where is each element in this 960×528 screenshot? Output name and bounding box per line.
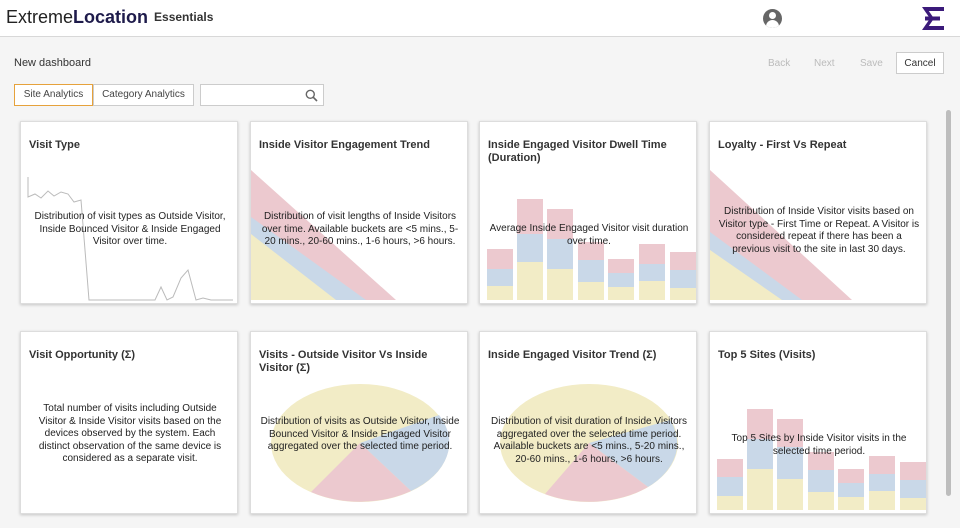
bar-1 bbox=[717, 459, 743, 510]
loyalty-chart-thumbnail bbox=[710, 170, 852, 300]
card-description: Distribution of visit types as Outside V… bbox=[34, 211, 226, 247]
card-title: Top 5 Sites (Visits) bbox=[718, 349, 816, 361]
card-inside-engaged-visitor-dwell-time[interactable]: Inside Engaged Visitor Dwell Time (Durat… bbox=[479, 121, 697, 304]
card-visit-opportunity[interactable]: Visit Opportunity (Σ) Total number of vi… bbox=[20, 331, 238, 514]
tab-site-analytics[interactable]: Site Analytics bbox=[14, 84, 93, 106]
card-visit-type[interactable]: Visit Type Distribution of visit types a… bbox=[20, 121, 238, 304]
search-icon[interactable] bbox=[305, 89, 318, 102]
bar-7 bbox=[900, 462, 926, 510]
card-description: Distribution of visits as Outside Visito… bbox=[260, 416, 460, 452]
bar-2 bbox=[517, 199, 543, 300]
back-button[interactable]: Back bbox=[768, 58, 791, 69]
page-title: New dashboard bbox=[14, 57, 92, 69]
brand-location: Location bbox=[73, 7, 149, 27]
next-button[interactable]: Next bbox=[814, 58, 835, 69]
tab-category-analytics[interactable]: Category Analytics bbox=[93, 84, 194, 106]
bar-3 bbox=[547, 209, 573, 300]
card-title: Inside Visitor Engagement Trend bbox=[259, 139, 430, 151]
card-title: Inside Engaged Visitor Trend (Σ) bbox=[488, 349, 657, 361]
card-title: Visit Type bbox=[29, 139, 80, 151]
visits-pie-thumbnail bbox=[271, 384, 450, 502]
engaged-trend-pie-thumbnail bbox=[500, 384, 678, 502]
brand-extreme: Extreme bbox=[6, 7, 74, 27]
bar-2 bbox=[747, 409, 773, 510]
bar-4 bbox=[808, 452, 834, 510]
bar-5 bbox=[838, 469, 864, 510]
brand-essentials: Essentials bbox=[154, 10, 214, 24]
bar-3 bbox=[777, 419, 803, 510]
card-visits-outside-vs-inside[interactable]: Visits - Outside Visitor Vs Inside Visit… bbox=[250, 331, 468, 514]
engagement-trend-chart-thumbnail bbox=[251, 170, 396, 300]
top-sites-chart-thumbnail bbox=[717, 409, 926, 510]
user-avatar-icon[interactable] bbox=[763, 9, 782, 28]
card-description: Top 5 Sites by Inside Visitor visits in … bbox=[731, 433, 907, 457]
save-button[interactable]: Save bbox=[860, 58, 883, 69]
search-input[interactable] bbox=[201, 85, 301, 106]
bar-4 bbox=[578, 242, 604, 300]
cancel-button[interactable]: Cancel bbox=[896, 52, 944, 74]
extreme-logo-icon bbox=[922, 7, 944, 30]
bar-5 bbox=[608, 259, 634, 300]
card-description: Distribution of Inside Visitor visits ba… bbox=[718, 206, 920, 255]
visit-type-chart-thumbnail bbox=[27, 177, 233, 301]
dwell-time-chart-thumbnail bbox=[487, 199, 696, 300]
card-loyalty-first-vs-repeat[interactable]: Loyalty - First Vs Repeat Distribution o… bbox=[709, 121, 927, 304]
card-description: Distribution of visit lengths of Inside … bbox=[261, 211, 459, 247]
brand-logo-text: ExtremeLocation Essentials bbox=[6, 7, 213, 28]
card-description: Average Inside Engaged Visitor visit dur… bbox=[489, 223, 689, 247]
search-box bbox=[200, 84, 324, 106]
page-scrollbar[interactable] bbox=[945, 108, 952, 528]
card-top-5-sites[interactable]: Top 5 Sites (Visits) Top 5 Sites by Insi… bbox=[709, 331, 927, 514]
card-title: Visits - Outside Visitor Vs Inside Visit… bbox=[259, 349, 428, 374]
scrollbar-thumb[interactable] bbox=[946, 110, 951, 496]
card-description: Total number of visits including Outside… bbox=[38, 403, 222, 464]
card-description: Distribution of visit duration of Inside… bbox=[490, 416, 687, 465]
card-title: Visit Opportunity (Σ) bbox=[29, 349, 136, 361]
bar-6 bbox=[869, 456, 895, 510]
card-inside-engaged-visitor-trend[interactable]: Inside Engaged Visitor Trend (Σ) Distrib… bbox=[479, 331, 697, 514]
card-title: Inside Engaged Visitor Dwell Time (Durat… bbox=[488, 139, 667, 164]
top-bar: ExtremeLocation Essentials bbox=[0, 0, 960, 37]
bar-1 bbox=[487, 249, 513, 300]
bar-6 bbox=[639, 244, 665, 300]
card-title: Loyalty - First Vs Repeat bbox=[718, 139, 847, 151]
card-inside-visitor-engagement-trend[interactable]: Inside Visitor Engagement Trend Distribu… bbox=[250, 121, 468, 304]
bar-7 bbox=[670, 252, 696, 300]
